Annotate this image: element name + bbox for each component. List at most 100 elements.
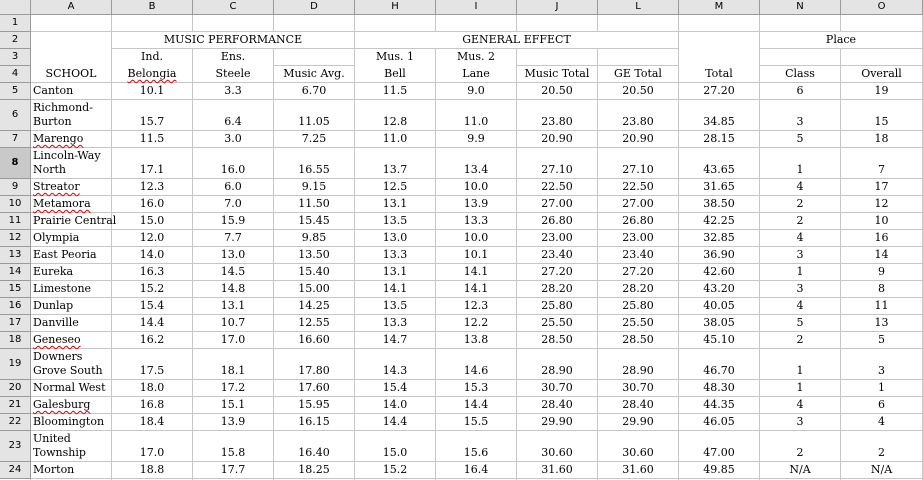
score-cell-c[interactable]: 13.1 <box>193 299 273 314</box>
school-name-cell[interactable]: Marengo <box>31 132 111 146</box>
score-cell-o[interactable]: 7 <box>841 163 922 178</box>
score-cell-i[interactable]: 15.3 <box>436 381 516 396</box>
score-cell-b[interactable]: 15.2 <box>112 282 192 297</box>
score-cell-b[interactable]: 15.7 <box>112 115 192 130</box>
score-cell-n[interactable]: 1 <box>760 381 840 396</box>
score-cell-j[interactable]: 22.50 <box>517 180 597 195</box>
score-cell-d[interactable]: 16.40 <box>274 446 354 461</box>
score-cell-m[interactable]: 40.05 <box>679 299 759 314</box>
score-cell-h[interactable]: 13.5 <box>355 214 435 229</box>
score-cell-l[interactable]: 25.80 <box>598 299 678 314</box>
score-cell-i[interactable]: 14.4 <box>436 398 516 413</box>
score-cell-c[interactable]: 14.5 <box>193 265 273 280</box>
row-header-13[interactable]: 13 <box>0 247 31 264</box>
score-cell-m[interactable]: 49.85 <box>679 463 759 478</box>
column-header-m[interactable]: M <box>679 0 760 15</box>
school-name-cell[interactable]: Danville <box>31 316 111 330</box>
score-cell-h[interactable]: 15.0 <box>355 446 435 461</box>
row-header-12[interactable]: 12 <box>0 230 31 247</box>
score-cell-m[interactable]: 36.90 <box>679 248 759 263</box>
score-cell-c[interactable]: 16.0 <box>193 163 273 178</box>
score-cell-i[interactable]: 10.1 <box>436 248 516 263</box>
school-name-cell[interactable]: Downers Grove South <box>31 350 111 378</box>
row-header-2[interactable]: 2 <box>0 32 31 49</box>
score-cell-c[interactable]: 7.7 <box>193 231 273 246</box>
score-cell-m[interactable]: 31.65 <box>679 180 759 195</box>
score-cell-i[interactable]: 14.1 <box>436 265 516 280</box>
school-name-cell[interactable]: Eureka <box>31 265 111 279</box>
header-music-performance[interactable]: MUSIC PERFORMANCE <box>112 33 354 48</box>
score-cell-h[interactable]: 13.3 <box>355 316 435 331</box>
score-cell-h[interactable]: 15.4 <box>355 381 435 396</box>
score-cell-o[interactable]: 16 <box>841 231 922 246</box>
score-cell-n[interactable]: 6 <box>760 84 840 99</box>
score-cell-o[interactable]: 11 <box>841 299 922 314</box>
score-cell-n[interactable]: 1 <box>760 265 840 280</box>
score-cell-n[interactable]: 5 <box>760 316 840 331</box>
score-cell-i[interactable]: 13.8 <box>436 333 516 348</box>
score-cell-o[interactable]: 10 <box>841 214 922 229</box>
score-cell-b[interactable]: 10.1 <box>112 84 192 99</box>
score-cell-b[interactable]: 12.3 <box>112 180 192 195</box>
score-cell-h[interactable]: 15.2 <box>355 463 435 478</box>
score-cell-h[interactable]: 13.0 <box>355 231 435 246</box>
header-overall[interactable]: Overall <box>841 67 922 82</box>
score-cell-d[interactable]: 9.85 <box>274 231 354 246</box>
score-cell-o[interactable]: N/A <box>841 463 922 478</box>
score-cell-m[interactable]: 38.50 <box>679 197 759 212</box>
school-name-cell[interactable]: Metamora <box>31 197 111 211</box>
score-cell-l[interactable]: 23.00 <box>598 231 678 246</box>
score-cell-j[interactable]: 23.80 <box>517 115 597 130</box>
score-cell-h[interactable]: 12.8 <box>355 115 435 130</box>
score-cell-i[interactable]: 15.5 <box>436 415 516 430</box>
score-cell-n[interactable]: 5 <box>760 132 840 147</box>
score-cell-m[interactable]: 44.35 <box>679 398 759 413</box>
score-cell-c[interactable]: 3.3 <box>193 84 273 99</box>
row-header-17[interactable]: 17 <box>0 315 31 332</box>
header-bell[interactable]: Bell <box>355 67 435 82</box>
score-cell-h[interactable]: 13.7 <box>355 163 435 178</box>
score-cell-b[interactable]: 15.4 <box>112 299 192 314</box>
score-cell-n[interactable]: N/A <box>760 463 840 478</box>
score-cell-n[interactable]: 3 <box>760 115 840 130</box>
row-header-10[interactable]: 10 <box>0 196 31 213</box>
score-cell-d[interactable]: 11.05 <box>274 115 354 130</box>
score-cell-m[interactable]: 34.85 <box>679 115 759 130</box>
header-belongia[interactable]: Belongia <box>112 67 192 82</box>
school-name-cell[interactable]: Galesburg <box>31 398 111 412</box>
score-cell-h[interactable]: 13.5 <box>355 299 435 314</box>
school-name-cell[interactable]: Canton <box>31 84 111 98</box>
header-music-avg[interactable]: Music Avg. <box>274 67 354 82</box>
score-cell-n[interactable]: 2 <box>760 214 840 229</box>
score-cell-i[interactable]: 13.3 <box>436 214 516 229</box>
score-cell-i[interactable]: 16.4 <box>436 463 516 478</box>
header-steele[interactable]: Steele <box>193 67 273 82</box>
school-name-cell[interactable]: Bloomington <box>31 415 111 429</box>
school-name-cell[interactable]: Morton <box>31 463 111 477</box>
score-cell-j[interactable]: 23.40 <box>517 248 597 263</box>
score-cell-n[interactable]: 3 <box>760 415 840 430</box>
score-cell-i[interactable]: 11.0 <box>436 115 516 130</box>
score-cell-l[interactable]: 20.50 <box>598 84 678 99</box>
column-header-l[interactable]: L <box>598 0 679 15</box>
score-cell-d[interactable]: 15.00 <box>274 282 354 297</box>
score-cell-l[interactable]: 30.60 <box>598 446 678 461</box>
score-cell-d[interactable]: 15.40 <box>274 265 354 280</box>
score-cell-o[interactable]: 6 <box>841 398 922 413</box>
column-header-j[interactable]: J <box>517 0 598 15</box>
school-name-cell[interactable]: Richmond- Burton <box>31 101 111 129</box>
score-cell-l[interactable]: 28.50 <box>598 333 678 348</box>
score-cell-j[interactable]: 28.50 <box>517 333 597 348</box>
row-header-8[interactable]: 8 <box>0 148 31 179</box>
score-cell-c[interactable]: 6.4 <box>193 115 273 130</box>
score-cell-n[interactable]: 4 <box>760 299 840 314</box>
score-cell-o[interactable]: 12 <box>841 197 922 212</box>
score-cell-o[interactable]: 19 <box>841 84 922 99</box>
row-header-20[interactable]: 20 <box>0 380 31 397</box>
score-cell-n[interactable]: 1 <box>760 364 840 379</box>
score-cell-m[interactable]: 48.30 <box>679 381 759 396</box>
school-name-cell[interactable]: East Peoria <box>31 248 111 262</box>
score-cell-h[interactable]: 11.0 <box>355 132 435 147</box>
score-cell-h[interactable]: 13.1 <box>355 197 435 212</box>
